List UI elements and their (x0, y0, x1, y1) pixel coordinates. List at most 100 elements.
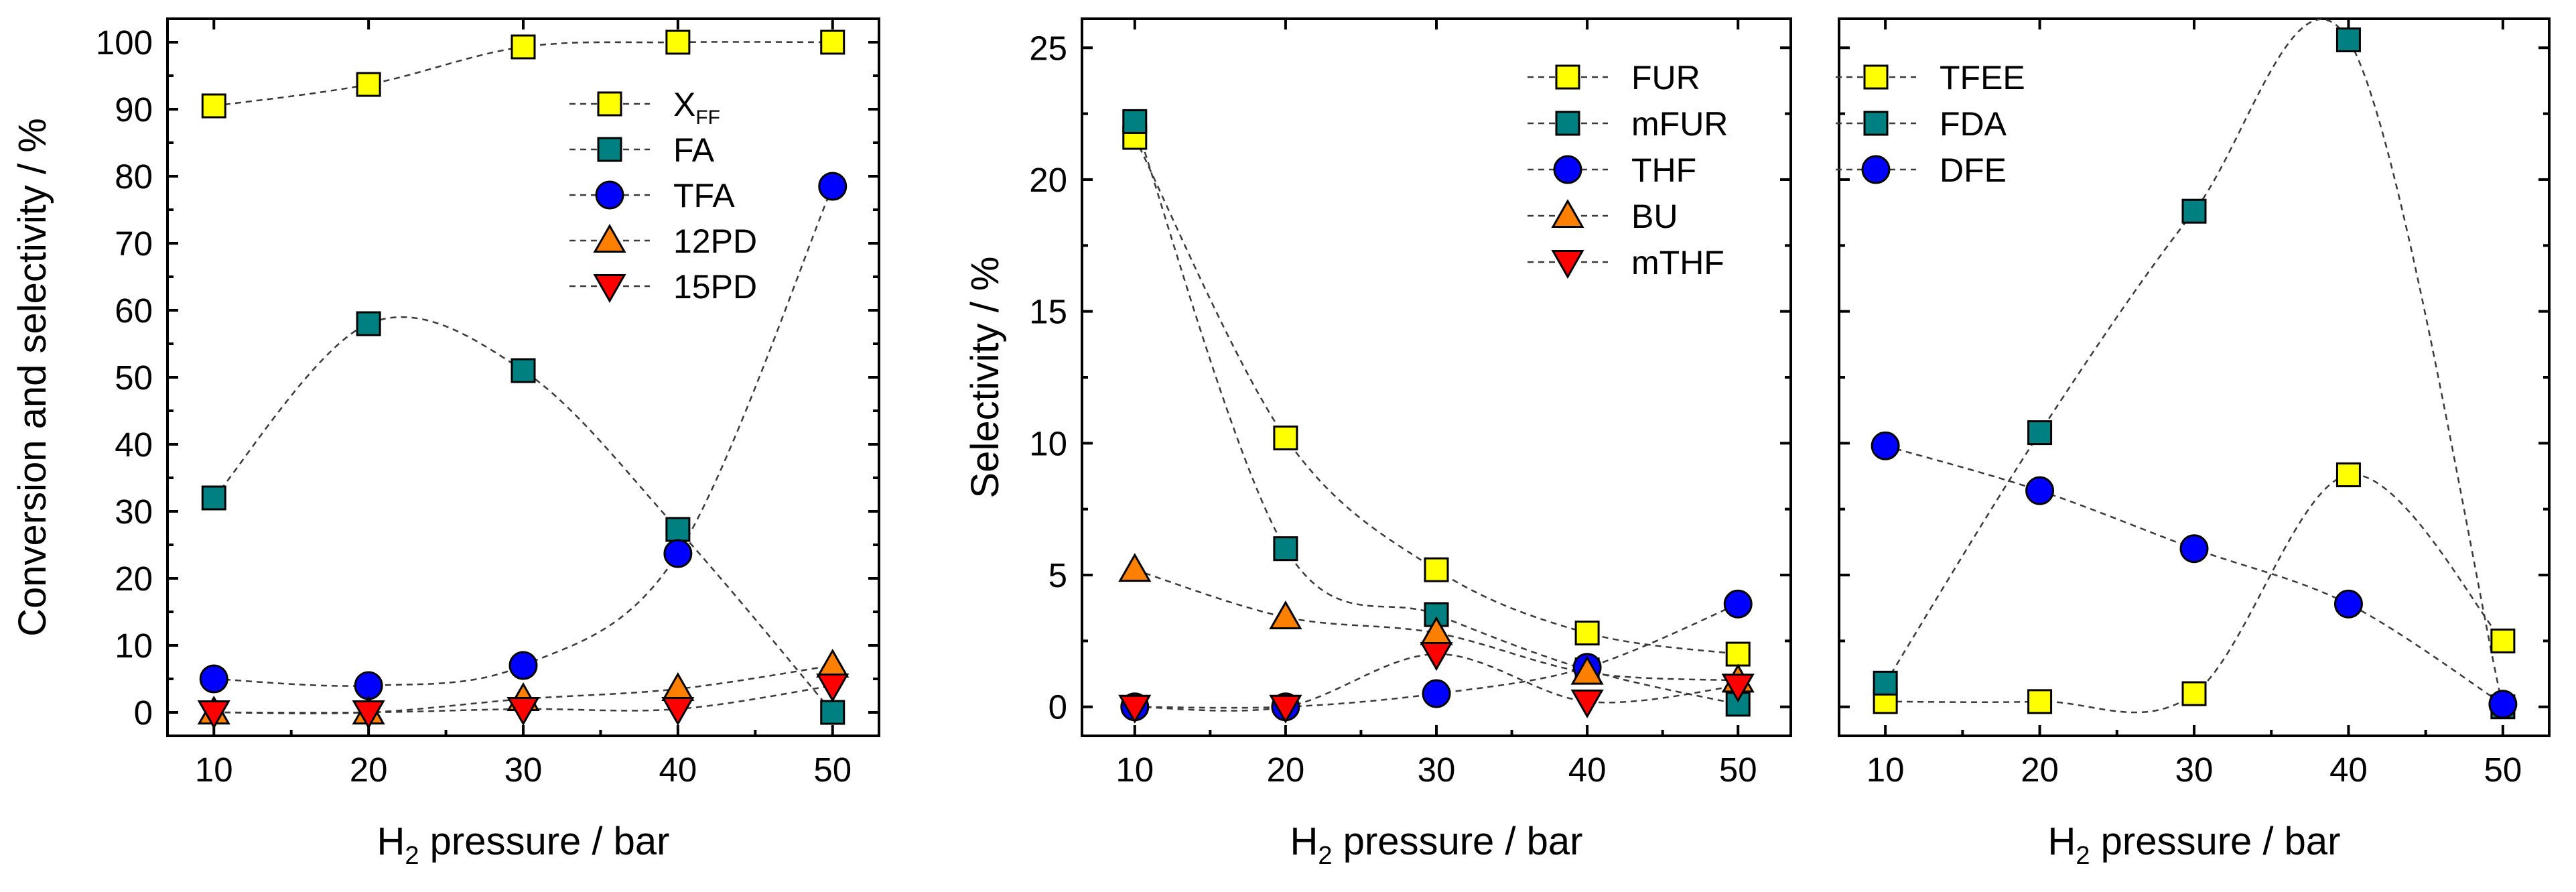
y-tick-label: 0 (1048, 688, 1067, 726)
data-point-mfur (1122, 109, 1148, 134)
data-point-15pd (816, 674, 850, 703)
legend-marker (1861, 155, 1891, 184)
legend-label: 12PD (673, 222, 757, 260)
legend-label: DFE (1940, 151, 2007, 189)
legend-label: THF (1631, 151, 1696, 189)
legend-label: FDA (1940, 105, 2007, 143)
data-point-15pd (352, 700, 385, 730)
legend-entry-dfe: DFE (1836, 151, 2007, 189)
x-tick-label: 40 (659, 751, 697, 789)
data-point-dfe (2333, 589, 2363, 619)
y-tick-label: 50 (115, 359, 153, 397)
legend-label: mFUR (1631, 105, 1728, 143)
legend-label: mTHF (1631, 244, 1724, 281)
y-tick-label: 20 (115, 560, 153, 598)
data-point-mthf (1570, 689, 1604, 718)
y-tick-label: 10 (115, 627, 153, 665)
data-point-tfee (2027, 689, 2053, 714)
y-axis-title: Selectivity / % (963, 257, 1007, 499)
y-tick-label: 30 (115, 493, 153, 531)
y-tick-label: 90 (115, 90, 153, 129)
legend-entry-x: XFF (569, 86, 720, 129)
legend-entry-15pd: 15PD (569, 268, 757, 306)
legend-label: BU (1631, 198, 1678, 235)
data-point-tfee (2490, 628, 2516, 653)
data-point-fa (201, 485, 226, 511)
data-point-x (820, 29, 845, 55)
y-tick-label: 5 (1048, 556, 1067, 594)
x-tick-label: 10 (195, 751, 233, 789)
y-tick-label: 40 (115, 426, 153, 464)
legend-marker (593, 223, 626, 253)
legend-label: TFA (673, 177, 735, 214)
x-axis-title: H2 pressure / bar (1290, 820, 1583, 870)
data-point-mthf (1420, 642, 1453, 672)
legend-label: 15PD (673, 268, 757, 306)
x-tick-label: 50 (1719, 751, 1757, 789)
legend-marker (1551, 198, 1584, 228)
fit-curve-fur (1134, 137, 1739, 655)
x-tick-label: 50 (813, 751, 852, 789)
data-point-dfe (2025, 476, 2055, 505)
data-point-fur (1273, 425, 1298, 450)
y-tick-label: 10 (1029, 424, 1067, 462)
chart-panel-3: 10 20 30 40 50 H2 pressure / bar TFEE FDA DFE (1836, 17, 2551, 870)
x-tick-label: 30 (1418, 751, 1456, 789)
x-tick-label: 10 (1867, 751, 1905, 789)
fit-curve-tfa (214, 186, 833, 687)
data-point-15pd (506, 697, 540, 726)
data-point-tfa (199, 664, 228, 694)
legend-marker (1863, 111, 1889, 136)
x-tick-label: 40 (2329, 751, 2368, 789)
legend-marker (597, 91, 622, 117)
data-point-mthf (1269, 694, 1302, 724)
legend-marker (595, 180, 624, 210)
data-point-fda (1873, 670, 1898, 696)
data-point-fda (2181, 198, 2207, 224)
data-point-15pd (197, 700, 230, 730)
legend-entry-mthf: mTHF (1528, 244, 1724, 281)
x-tick-label: 40 (1568, 751, 1607, 789)
chart-panel-2: 10 20 30 40 50 0 5 10 15 20 25 H2 pressure / bar Sel… (963, 17, 1792, 870)
fit-curve-15pd (214, 684, 833, 714)
fit-curve-tfee (1885, 474, 2504, 714)
data-point-bu (1570, 655, 1604, 685)
legend-entry-12pd: 12PD (569, 222, 757, 260)
legend-marker (1551, 250, 1584, 279)
data-point-fda (2335, 27, 2361, 52)
data-point-dfe (2179, 534, 2209, 564)
data-point-15pd (661, 697, 695, 726)
x-tick-label: 10 (1115, 751, 1154, 789)
legend-entry-fda: FDA (1836, 105, 2007, 143)
legend-entry-fur: FUR (1528, 59, 1700, 97)
legend-marker (1555, 64, 1580, 90)
data-point-tfa (663, 539, 693, 568)
x-tick-label: 30 (2175, 751, 2214, 789)
data-point-dfe (1871, 431, 1900, 460)
data-point-x (665, 29, 691, 55)
legend-entry-bu: BU (1528, 198, 1678, 235)
y-tick-label: 60 (115, 292, 153, 330)
data-point-fa (665, 517, 691, 542)
x-tick-label: 50 (2484, 751, 2522, 789)
data-point-tfa (354, 671, 383, 700)
legend-marker (1553, 155, 1582, 184)
data-point-thf (1422, 679, 1451, 708)
data-point-tfa (818, 172, 848, 201)
data-point-fa (356, 311, 381, 336)
fit-curve-bu (1134, 568, 1739, 682)
data-point-x (201, 93, 226, 119)
fit-curve-fa (213, 316, 833, 713)
data-point-dfe (2488, 690, 2518, 719)
data-point-bu (1118, 553, 1152, 582)
y-tick-label: 25 (1029, 29, 1067, 67)
fit-curve-fda (1885, 18, 2504, 708)
legend-label: FA (673, 131, 715, 169)
data-point-mthf (1118, 694, 1152, 724)
data-point-tfee (2335, 462, 2361, 488)
legend-label: XFF (673, 86, 720, 129)
legend-entry-fa: FA (569, 131, 715, 169)
legend-entry-tfa: TFA (569, 177, 735, 214)
legend-label: TFEE (1940, 59, 2025, 97)
